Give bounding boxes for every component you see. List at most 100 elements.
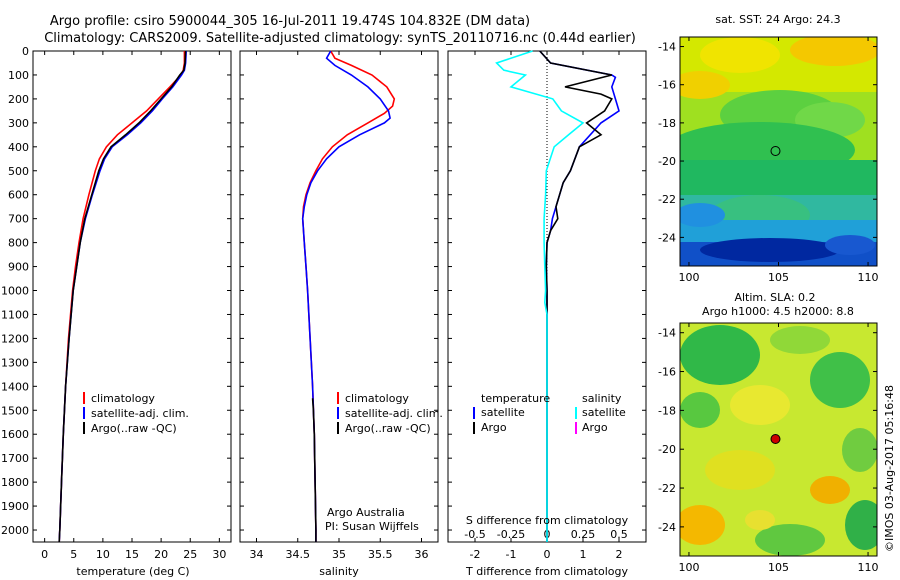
- x-tick-label: -2: [470, 548, 481, 561]
- map-y-tick-label: -16: [658, 366, 676, 379]
- legend-s-satellite: satellite: [582, 406, 626, 419]
- map-y-tick-label: -18: [658, 404, 676, 417]
- y-tick-label: 600: [8, 189, 29, 202]
- y-tick-label: 1600: [1, 428, 29, 441]
- sla-map-ticks: 100 105 110 -14 -16 -18 -20 -22 -24: [658, 323, 879, 574]
- y-tick-label: 900: [8, 261, 29, 274]
- sst-heatmap: [680, 37, 877, 266]
- legend-climatology: climatology: [91, 392, 155, 405]
- difference-t-xlabel: T difference from climatology: [465, 565, 628, 578]
- x-tick-label: 0: [41, 548, 48, 561]
- argo-location-marker-filled: [770, 433, 781, 444]
- legend-t-satellite: satellite: [481, 406, 525, 419]
- temperature-xlabel: temperature (deg C): [76, 565, 189, 578]
- y-tick-label: 1800: [1, 476, 29, 489]
- temperature-series: [58, 50, 187, 543]
- y-tick-label: 1500: [1, 404, 29, 417]
- legend-argo: Argo(..raw -QC): [91, 422, 177, 435]
- map-x-tick-label: 100: [678, 561, 699, 574]
- y-tick-label: 700: [8, 213, 29, 226]
- map-y-tick-label: -18: [658, 117, 676, 130]
- x-tick-label: 2: [616, 548, 623, 561]
- annotation-pi: PI: Susan Wijffels: [325, 520, 419, 533]
- x-tick-label: 30: [212, 548, 226, 561]
- y-tick-label: 1400: [1, 380, 29, 393]
- imos-stamp: ©IMOS 03-Aug-2017 05:16:48: [883, 385, 896, 552]
- sla-map-subtitle: Argo h1000: 4.5 h2000: 8.8: [702, 305, 854, 318]
- map-y-tick-label: -24: [658, 231, 676, 244]
- map-y-tick-label: -16: [658, 79, 676, 92]
- series-line: [58, 50, 187, 543]
- x-tick-label: 15: [125, 548, 139, 561]
- y-tick-label: 1100: [1, 308, 29, 321]
- legend-header-temperature: temperature: [481, 392, 550, 405]
- series-line: [539, 50, 620, 542]
- x-tick-label: 35.5: [368, 548, 393, 561]
- y-tick-label: 1300: [1, 356, 29, 369]
- series-line: [539, 50, 613, 542]
- y-tick-label: 400: [8, 141, 29, 154]
- difference-legend: temperature salinity satellite Argo sate…: [473, 392, 626, 434]
- map-y-tick-label: -22: [658, 482, 676, 495]
- map-x-tick-label: 100: [678, 271, 699, 284]
- y-tick-label: 300: [8, 117, 29, 130]
- legend-header-salinity: salinity: [582, 392, 622, 405]
- y-tick-label: 2000: [1, 524, 29, 537]
- map-x-tick-label: 105: [768, 561, 789, 574]
- legend-s-argo: Argo: [582, 421, 608, 434]
- annotation-argo-australia: Argo Australia: [327, 506, 405, 519]
- s-tick-label: 0.25: [571, 528, 596, 541]
- x-tick-label: 5: [70, 548, 77, 561]
- map-y-tick-label: -14: [658, 41, 676, 54]
- header-title: Argo profile: csiro 5900044_305 16-Jul-2…: [50, 14, 530, 29]
- difference-s-xlabel: S difference from climatology: [466, 514, 629, 527]
- map-y-tick-label: -14: [658, 327, 676, 340]
- y-tick-label: 0: [22, 45, 29, 58]
- legend-argo: Argo(..raw -QC): [345, 422, 431, 435]
- s-tick-label: -0.5: [464, 528, 485, 541]
- y-tick-label: 1700: [1, 452, 29, 465]
- sst-map-ticks: 100 105 110 -14 -16 -18 -20 -22 -24: [658, 37, 879, 284]
- x-tick-label: 1: [580, 548, 587, 561]
- y-tick-label: 1900: [1, 500, 29, 513]
- series-line: [311, 398, 317, 542]
- difference-series: [495, 50, 620, 542]
- map-x-tick-label: 105: [768, 271, 789, 284]
- y-tick-label: 1200: [1, 332, 29, 345]
- salinity-legend: climatology satellite-adj. clim. Argo(..…: [337, 392, 443, 435]
- legend-satellite: satellite-adj. clim.: [345, 407, 443, 420]
- depth-axis: 0 100 200 300 400 500 600 700 800 900 1000 1100 1200…: [1, 45, 646, 537]
- x-tick-label: 25: [183, 548, 197, 561]
- salinity-xlabel: salinity: [319, 565, 359, 578]
- argo-location-marker: [770, 146, 781, 157]
- x-tick-label: 35: [332, 548, 346, 561]
- legend-climatology: climatology: [345, 392, 409, 405]
- salinity-series: [301, 50, 396, 542]
- temperature-x-axis: 0 5 10 15 20 25 30: [41, 51, 226, 561]
- series-line: [495, 50, 585, 542]
- y-tick-label: 500: [8, 165, 29, 178]
- temperature-legend: climatology satellite-adj. clim. Argo(..…: [83, 392, 189, 435]
- series-line: [58, 50, 187, 543]
- y-tick-label: 1000: [1, 285, 29, 298]
- map-y-tick-label: -22: [658, 193, 676, 206]
- map-x-tick-label: 110: [858, 561, 879, 574]
- x-tick-label: 34.5: [286, 548, 311, 561]
- x-tick-label: 34: [250, 548, 264, 561]
- y-tick-label: 800: [8, 237, 29, 250]
- salinity-x-axis: 34 34.5 35 35.5 36: [250, 51, 429, 561]
- salinity-axes: [239, 50, 439, 543]
- s-tick-label: 0.5: [610, 528, 628, 541]
- x-tick-label: -1: [506, 548, 517, 561]
- header-subtitle: Climatology: CARS2009. Satellite-adjuste…: [44, 31, 636, 46]
- x-tick-label: 0: [544, 548, 551, 561]
- s-tick-label: -0.25: [497, 528, 525, 541]
- map-y-tick-label: -20: [658, 443, 676, 456]
- y-tick-label: 100: [8, 69, 29, 82]
- series-line: [58, 51, 186, 543]
- map-x-tick-label: 110: [858, 271, 879, 284]
- x-tick-label: 20: [154, 548, 168, 561]
- x-tick-label: 36: [415, 548, 429, 561]
